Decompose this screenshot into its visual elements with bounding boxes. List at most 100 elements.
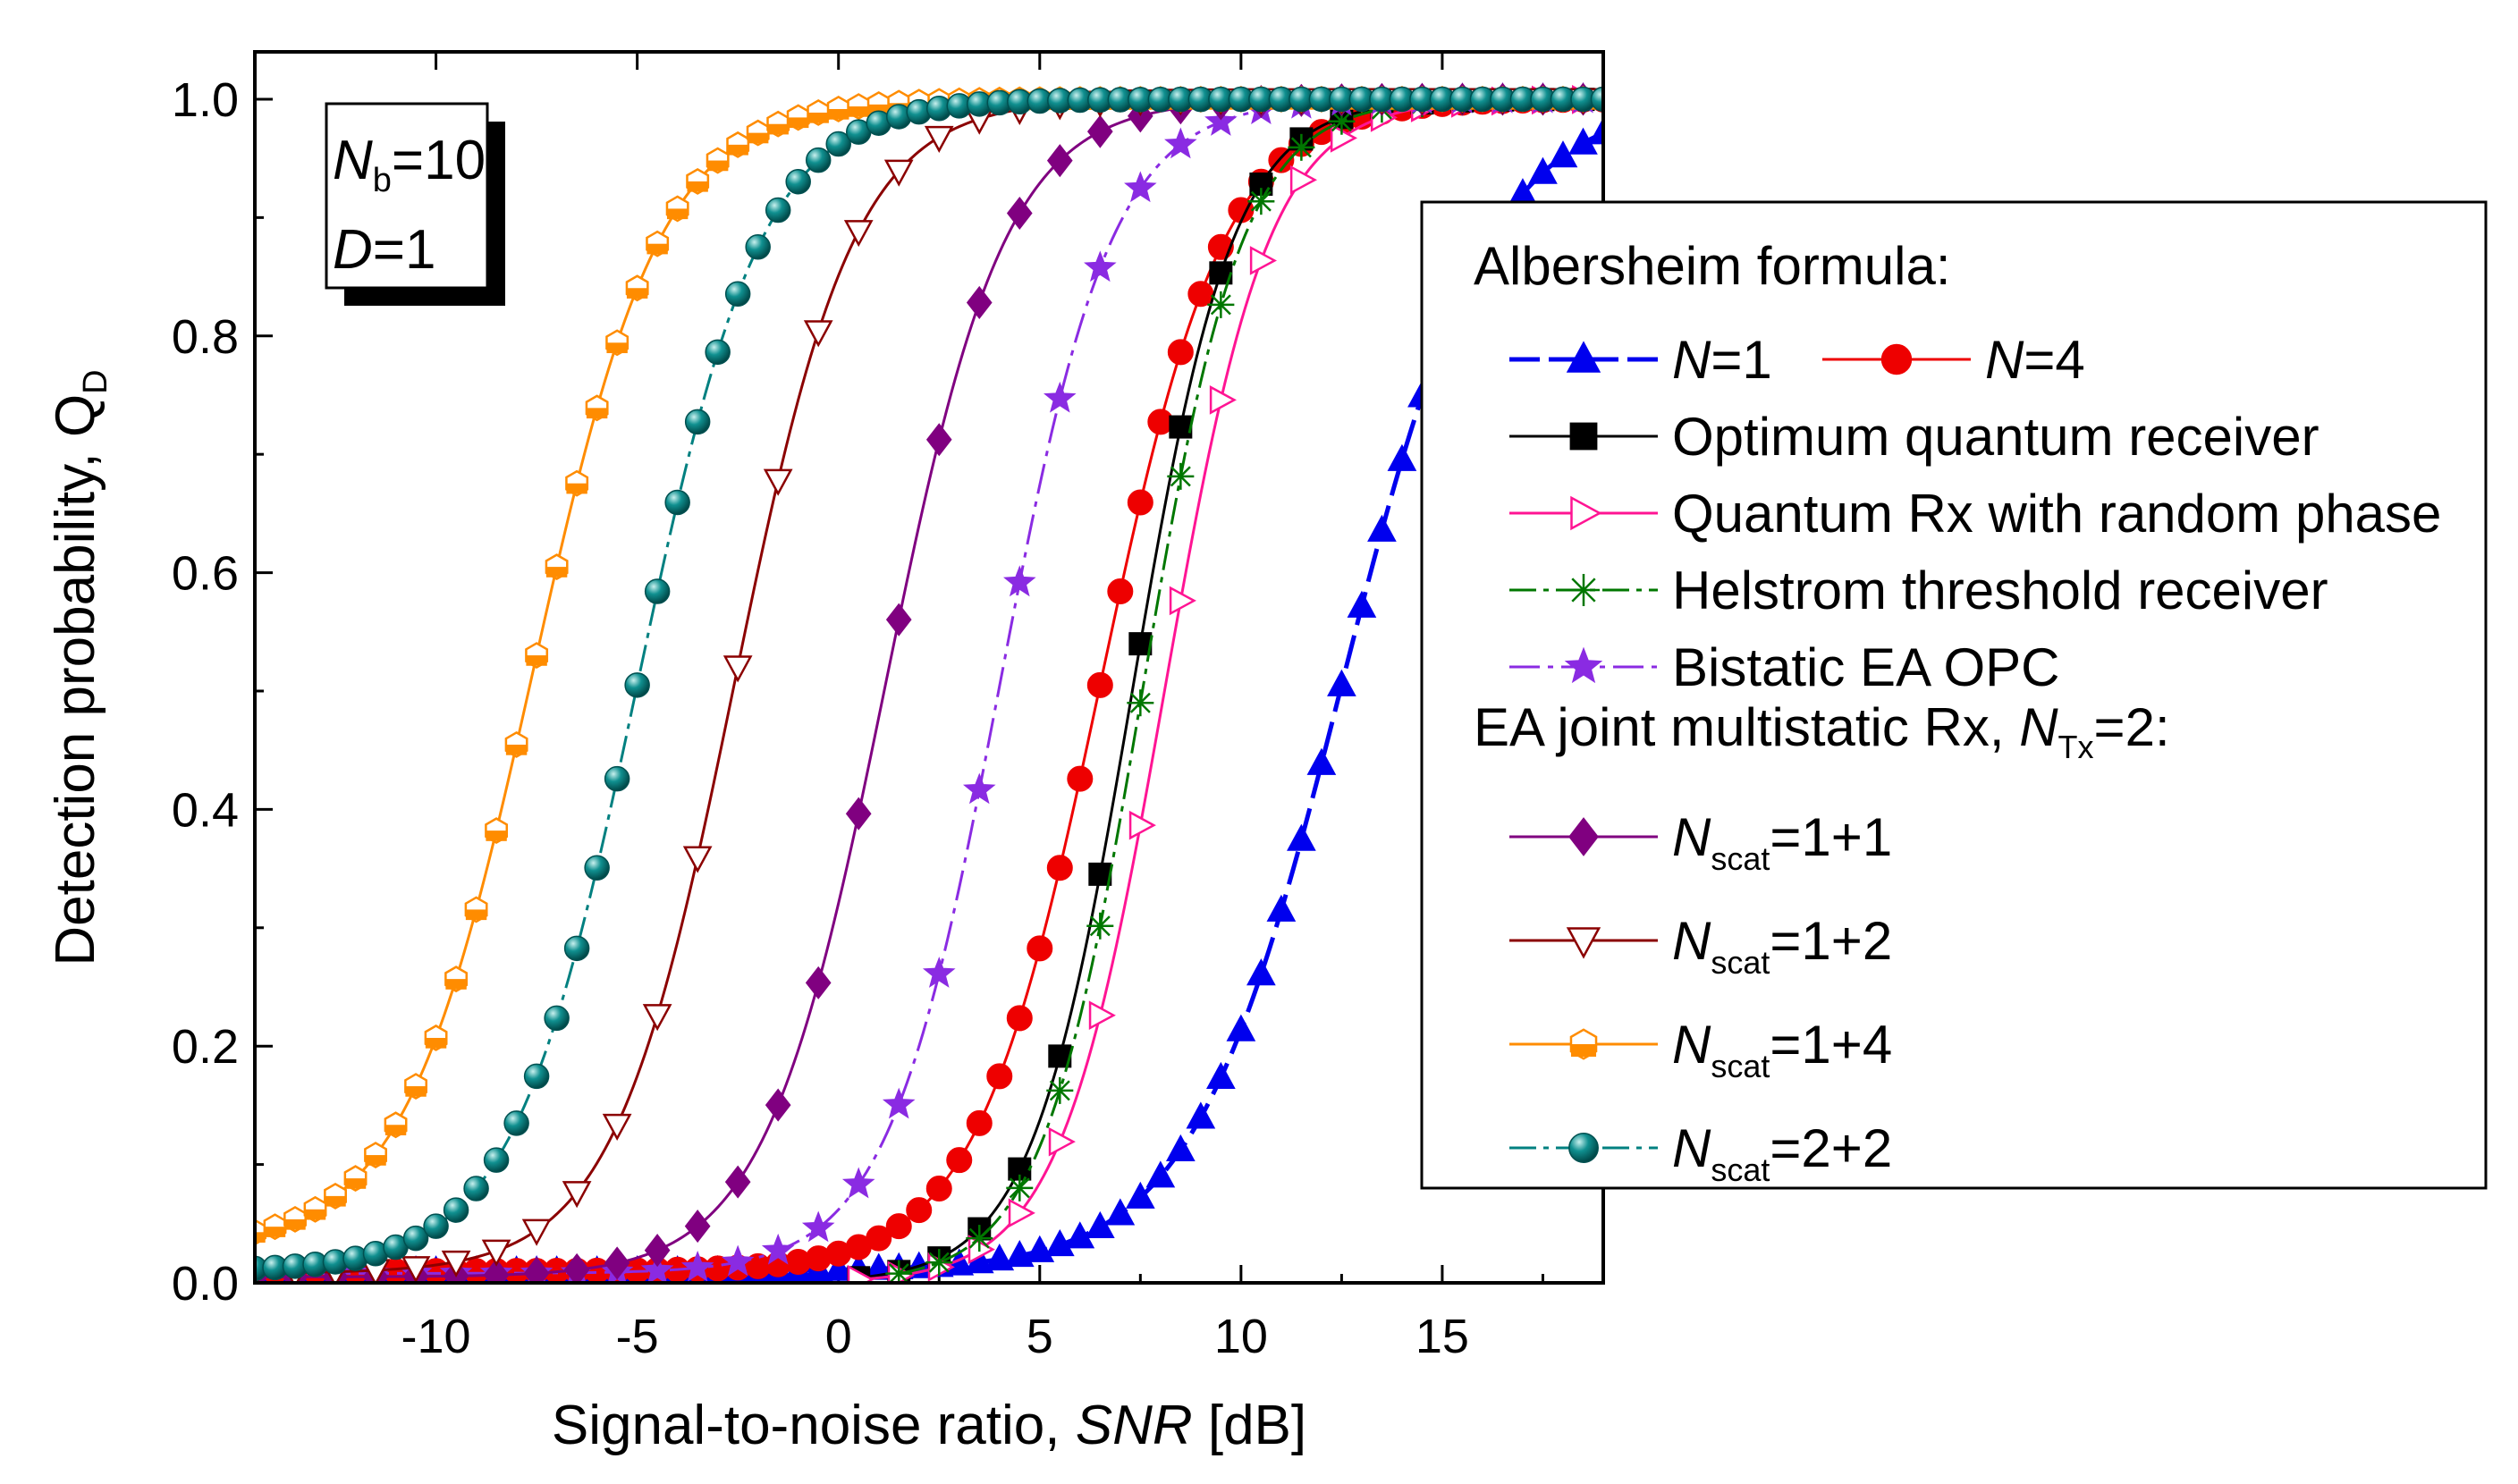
series-s22 [255, 86, 1603, 1282]
y-tick-label: 0.8 [172, 310, 239, 364]
data-point [384, 1111, 408, 1139]
data-point [1127, 689, 1154, 717]
data-point [1206, 1061, 1236, 1090]
data-point [1568, 1133, 1599, 1163]
data-point [605, 329, 630, 357]
data-point [1566, 927, 1601, 959]
data-point [424, 1024, 448, 1051]
legend-label: Quantum Rx with random phase [1672, 484, 2441, 544]
data-point [825, 131, 851, 157]
series-line [898, 97, 1603, 1276]
legend-entry-s14: Nscat=1+4 [1509, 1015, 1892, 1084]
data-point [1145, 1160, 1176, 1188]
data-point [722, 655, 753, 683]
data-point [1165, 1134, 1196, 1161]
data-point [504, 731, 528, 758]
data-point [1006, 1174, 1034, 1202]
data-point [1008, 1198, 1035, 1228]
legend-frame [1420, 200, 2488, 1190]
data-point [906, 1197, 933, 1224]
data-point [680, 1251, 714, 1282]
legend-entry-s11: Nscat=1+1 [1509, 807, 1892, 877]
y-tick-label: 0.4 [172, 783, 239, 837]
data-point [1569, 422, 1598, 451]
data-point [766, 110, 790, 138]
data-point [1306, 747, 1337, 775]
data-point [1566, 341, 1601, 373]
data-point [562, 1181, 592, 1209]
y-tick-label: 0.6 [172, 547, 239, 601]
data-point [443, 1197, 469, 1223]
data-point [1209, 385, 1237, 415]
data-point [1046, 144, 1073, 178]
data-point [324, 1182, 347, 1210]
y-axis-label: Detection probability, QD [45, 369, 114, 965]
data-point [883, 159, 914, 187]
params-box-frame [325, 102, 489, 290]
data-point [525, 642, 549, 670]
data-point [1006, 1005, 1033, 1032]
data-point [404, 1073, 428, 1100]
data-point [584, 855, 610, 881]
data-point [1330, 123, 1358, 153]
data-point [423, 1213, 449, 1239]
data-point [1590, 86, 1603, 113]
data-point [1186, 1101, 1216, 1129]
data-point [684, 409, 711, 435]
data-point [523, 1256, 550, 1283]
data-point [545, 553, 569, 581]
data-point [1187, 281, 1214, 308]
data-point [563, 935, 590, 962]
data-point [401, 1256, 431, 1283]
data-point [441, 1250, 471, 1277]
data-point [807, 99, 831, 126]
data-point [1246, 958, 1276, 986]
y-tick-label: 0.2 [172, 1020, 239, 1074]
data-point [1044, 381, 1077, 413]
data-point [604, 765, 630, 792]
x-tick-label: 15 [1415, 1310, 1469, 1363]
data-point [1125, 1181, 1155, 1209]
data-point [826, 96, 850, 122]
data-point [682, 846, 713, 873]
data-point [364, 1142, 387, 1169]
data-point [644, 1234, 671, 1268]
legend: Albersheim formula: EA joint multistatic… [1420, 200, 2488, 1190]
legend-entry-opt: Optimum quantum receiver [1509, 407, 2319, 467]
x-tick-label: 0 [825, 1310, 852, 1363]
data-point [483, 1258, 510, 1283]
data-point [602, 1113, 632, 1142]
legend-header-albersheim: Albersheim formula: [1474, 236, 1951, 296]
data-point [1044, 1228, 1075, 1257]
data-point [1564, 646, 1603, 684]
data-point [726, 131, 750, 158]
data-point [624, 672, 650, 698]
data-point [481, 1239, 511, 1267]
data-point [1084, 250, 1117, 282]
data-point [544, 1005, 570, 1032]
data-point [765, 1088, 791, 1122]
data-point [343, 1165, 368, 1193]
legend-entry-bist: Bistatic EA OPC [1509, 637, 2059, 697]
legend-label: N=4 [1985, 330, 2085, 390]
data-point [966, 285, 993, 320]
data-point [402, 1225, 429, 1252]
data-point [986, 1063, 1013, 1090]
data-point [1048, 1126, 1076, 1157]
data-point [1127, 489, 1153, 516]
data-point [646, 230, 670, 257]
series-layer [255, 81, 1603, 1283]
data-point [1147, 409, 1174, 435]
params-d: D=1 [333, 219, 435, 281]
data-point [1247, 188, 1275, 215]
data-point [1567, 574, 1600, 606]
data-point [521, 1218, 552, 1246]
data-point [1287, 823, 1316, 851]
legend-header-ea-joint: EA joint multistatic Rx, NTx=2: [1474, 697, 2170, 765]
data-point [1588, 117, 1603, 145]
legend-label: N=1 [1672, 330, 1772, 390]
legend-entry-n1: N=1 [1509, 330, 1772, 390]
data-point [1006, 196, 1033, 231]
data-point [1226, 1014, 1256, 1041]
data-point [1046, 1076, 1074, 1104]
